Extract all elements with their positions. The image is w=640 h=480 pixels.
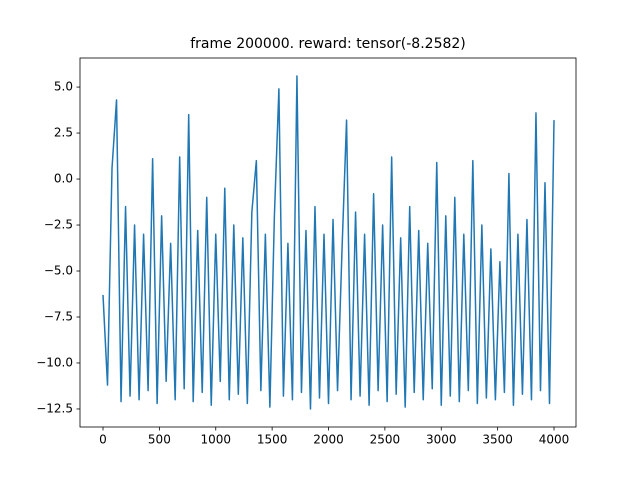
- y-tick-label: 0.0: [54, 172, 73, 186]
- y-tick-label: −2.5: [44, 218, 73, 232]
- x-tick-label: 0: [99, 433, 107, 447]
- y-tick-label: −12.5: [36, 401, 73, 415]
- y-tick-label: 2.5: [54, 126, 73, 140]
- y-tick-label: −7.5: [44, 309, 73, 323]
- x-tick-label: 4000: [539, 433, 570, 447]
- x-tick-label: 3500: [482, 433, 513, 447]
- x-tick-label: 1000: [200, 433, 231, 447]
- x-tick-label: 2000: [313, 433, 344, 447]
- chart-title: frame 200000. reward: tensor(-8.2582): [190, 36, 466, 52]
- x-tick-label: 500: [148, 433, 171, 447]
- x-tick-label: 2500: [370, 433, 401, 447]
- x-tick-label: 1500: [257, 433, 288, 447]
- axes-frame: [79, 57, 577, 428]
- y-tick-label: −5.0: [44, 264, 73, 278]
- y-tick-label: 5.0: [54, 80, 73, 94]
- x-tick-label: 3000: [426, 433, 457, 447]
- y-tick-label: −10.0: [36, 355, 73, 369]
- data-line: [102, 75, 555, 410]
